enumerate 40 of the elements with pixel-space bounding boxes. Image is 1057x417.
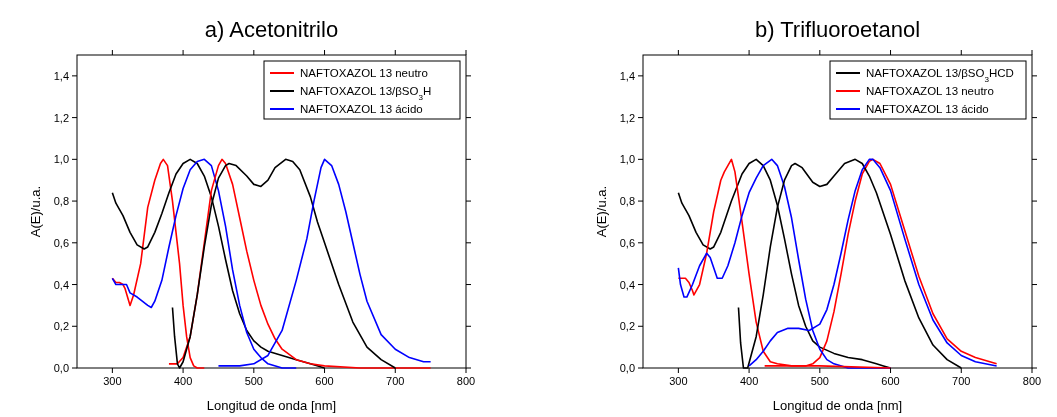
y-axis-title: A(E)/u.a. bbox=[28, 185, 43, 238]
y-tick-label: 1,2 bbox=[53, 111, 69, 124]
y-tick-label: 1,4 bbox=[619, 69, 635, 82]
legend-label: NAFTOXAZOL 13 neutro bbox=[300, 67, 428, 79]
y-tick-label: 1,2 bbox=[619, 111, 635, 124]
chart-title: b) Trifluoroetanol bbox=[754, 17, 921, 42]
chart-title: a) Acetonitrilo bbox=[204, 17, 339, 42]
y-tick-label: 0,4 bbox=[53, 278, 69, 291]
legend-label: NAFTOXAZOL 13/βSO$_{3}$H bbox=[300, 85, 432, 102]
x-tick-label: 800 bbox=[1022, 375, 1042, 387]
x-tick-label: 300 bbox=[103, 375, 122, 387]
y-tick-label: 1,4 bbox=[53, 69, 69, 82]
y-tick-label: 0,0 bbox=[619, 362, 635, 374]
y-tick-label: 0,6 bbox=[53, 236, 69, 249]
y-tick-label: 0,8 bbox=[53, 195, 69, 208]
x-tick-label: 700 bbox=[386, 375, 405, 387]
legend-label: NAFTOXAZOL 13/βSO$_{3}$HCD bbox=[866, 67, 1014, 84]
y-tick-label: 0,2 bbox=[53, 320, 69, 333]
y-axis-title: A(E)/u.a. bbox=[594, 185, 609, 238]
y-tick-label: 0,0 bbox=[53, 362, 69, 374]
y-tick-label: 0,8 bbox=[619, 195, 635, 208]
y-tick-label: 0,6 bbox=[619, 236, 635, 249]
x-tick-label: 700 bbox=[952, 375, 971, 387]
x-axis-title: Longitud de onda [nm] bbox=[772, 398, 903, 413]
legend-label: NAFTOXAZOL 13 ácido bbox=[866, 103, 989, 115]
x-tick-label: 600 bbox=[315, 375, 334, 387]
x-tick-label: 400 bbox=[173, 375, 193, 387]
x-tick-label: 400 bbox=[739, 375, 759, 387]
x-tick-label: 300 bbox=[669, 375, 688, 387]
x-tick-label: 500 bbox=[810, 375, 829, 387]
y-tick-label: 0,4 bbox=[619, 278, 635, 291]
y-tick-label: 1,0 bbox=[53, 153, 69, 166]
x-tick-label: 600 bbox=[881, 375, 900, 387]
legend-label: NAFTOXAZOL 13 neutro bbox=[866, 85, 994, 97]
y-tick-label: 1,0 bbox=[619, 153, 635, 166]
legend-label: NAFTOXAZOL 13 ácido bbox=[300, 103, 423, 115]
x-axis-title: Longitud de onda [nm] bbox=[206, 398, 337, 413]
x-tick-label: 800 bbox=[456, 375, 476, 387]
x-tick-label: 500 bbox=[244, 375, 263, 387]
y-tick-label: 0,2 bbox=[619, 320, 635, 333]
